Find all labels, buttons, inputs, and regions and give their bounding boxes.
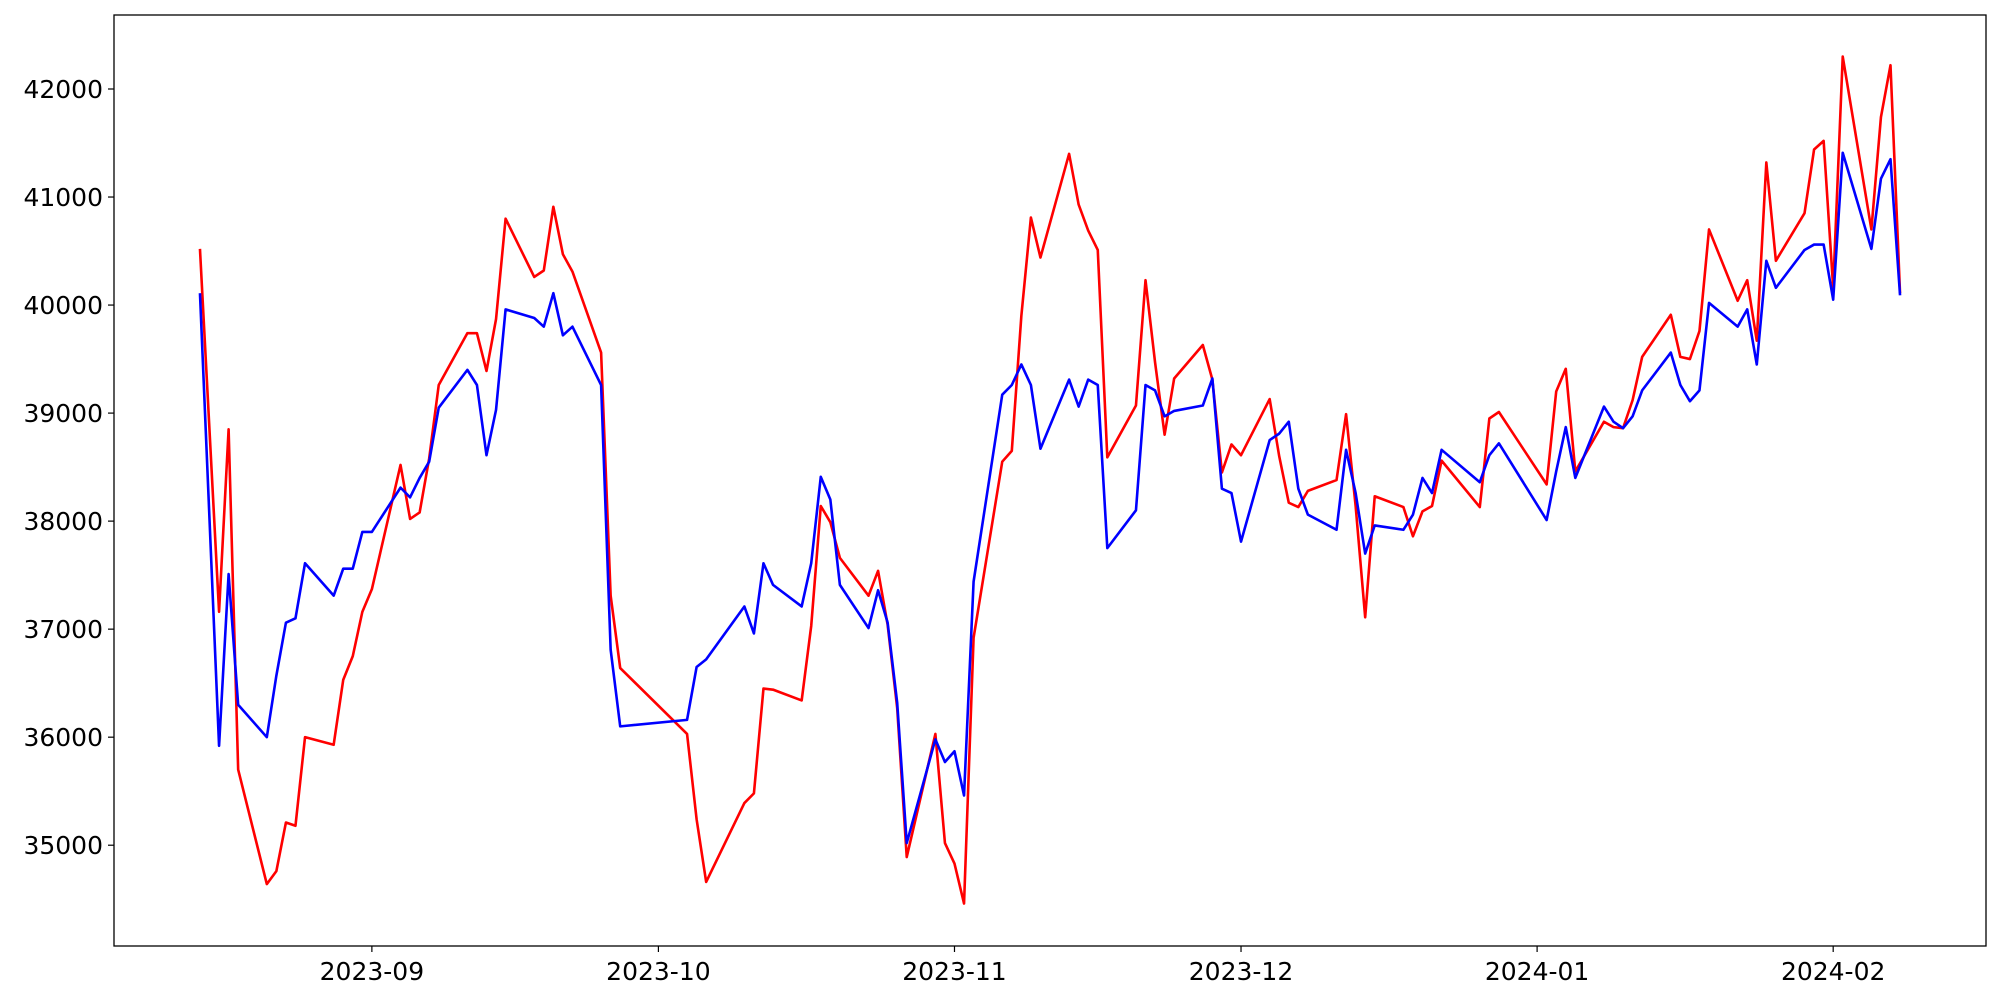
x-tick-label: 2023-10 bbox=[606, 957, 710, 986]
y-tick-label: 40000 bbox=[23, 291, 103, 320]
x-tick-label: 2024-01 bbox=[1485, 957, 1589, 986]
y-tick-label: 37000 bbox=[23, 615, 103, 644]
x-tick-label: 2023-09 bbox=[320, 957, 424, 986]
line-series bbox=[198, 151, 1902, 845]
x-tick-label: 2024-02 bbox=[1781, 957, 1885, 986]
y-tick-label: 36000 bbox=[23, 723, 103, 752]
x-tick-label: 2023-11 bbox=[902, 957, 1006, 986]
x-tick-label: 2023-12 bbox=[1189, 957, 1293, 986]
plot-frame bbox=[113, 14, 1987, 947]
y-tick-label: 42000 bbox=[23, 75, 103, 104]
y-tick-label: 38000 bbox=[23, 507, 103, 536]
line-series bbox=[198, 55, 1902, 905]
y-tick-label: 35000 bbox=[23, 831, 103, 860]
y-tick-label: 39000 bbox=[23, 399, 103, 428]
y-tick-label: 41000 bbox=[23, 183, 103, 212]
